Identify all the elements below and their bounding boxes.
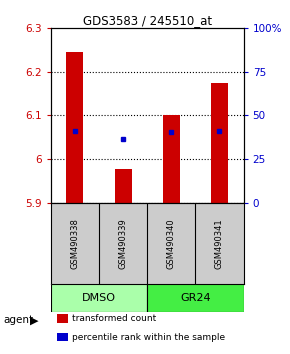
Bar: [57, 333, 68, 341]
Text: GSM490338: GSM490338: [70, 218, 79, 269]
Bar: [66, 52, 83, 202]
Bar: [211, 83, 228, 202]
Text: agent: agent: [3, 315, 33, 325]
Text: GSM490341: GSM490341: [215, 218, 224, 269]
Text: transformed count: transformed count: [72, 314, 156, 323]
Text: DMSO: DMSO: [82, 293, 116, 303]
Text: GSM490340: GSM490340: [167, 218, 176, 269]
Text: GR24: GR24: [180, 293, 211, 303]
Bar: [147, 284, 244, 312]
Bar: [51, 284, 147, 312]
Text: GSM490339: GSM490339: [119, 218, 128, 269]
Text: percentile rank within the sample: percentile rank within the sample: [72, 332, 225, 342]
Title: GDS3583 / 245510_at: GDS3583 / 245510_at: [83, 14, 212, 27]
Bar: [57, 314, 68, 323]
Bar: [163, 115, 180, 202]
Text: ▶: ▶: [30, 315, 39, 325]
Bar: [115, 170, 131, 202]
